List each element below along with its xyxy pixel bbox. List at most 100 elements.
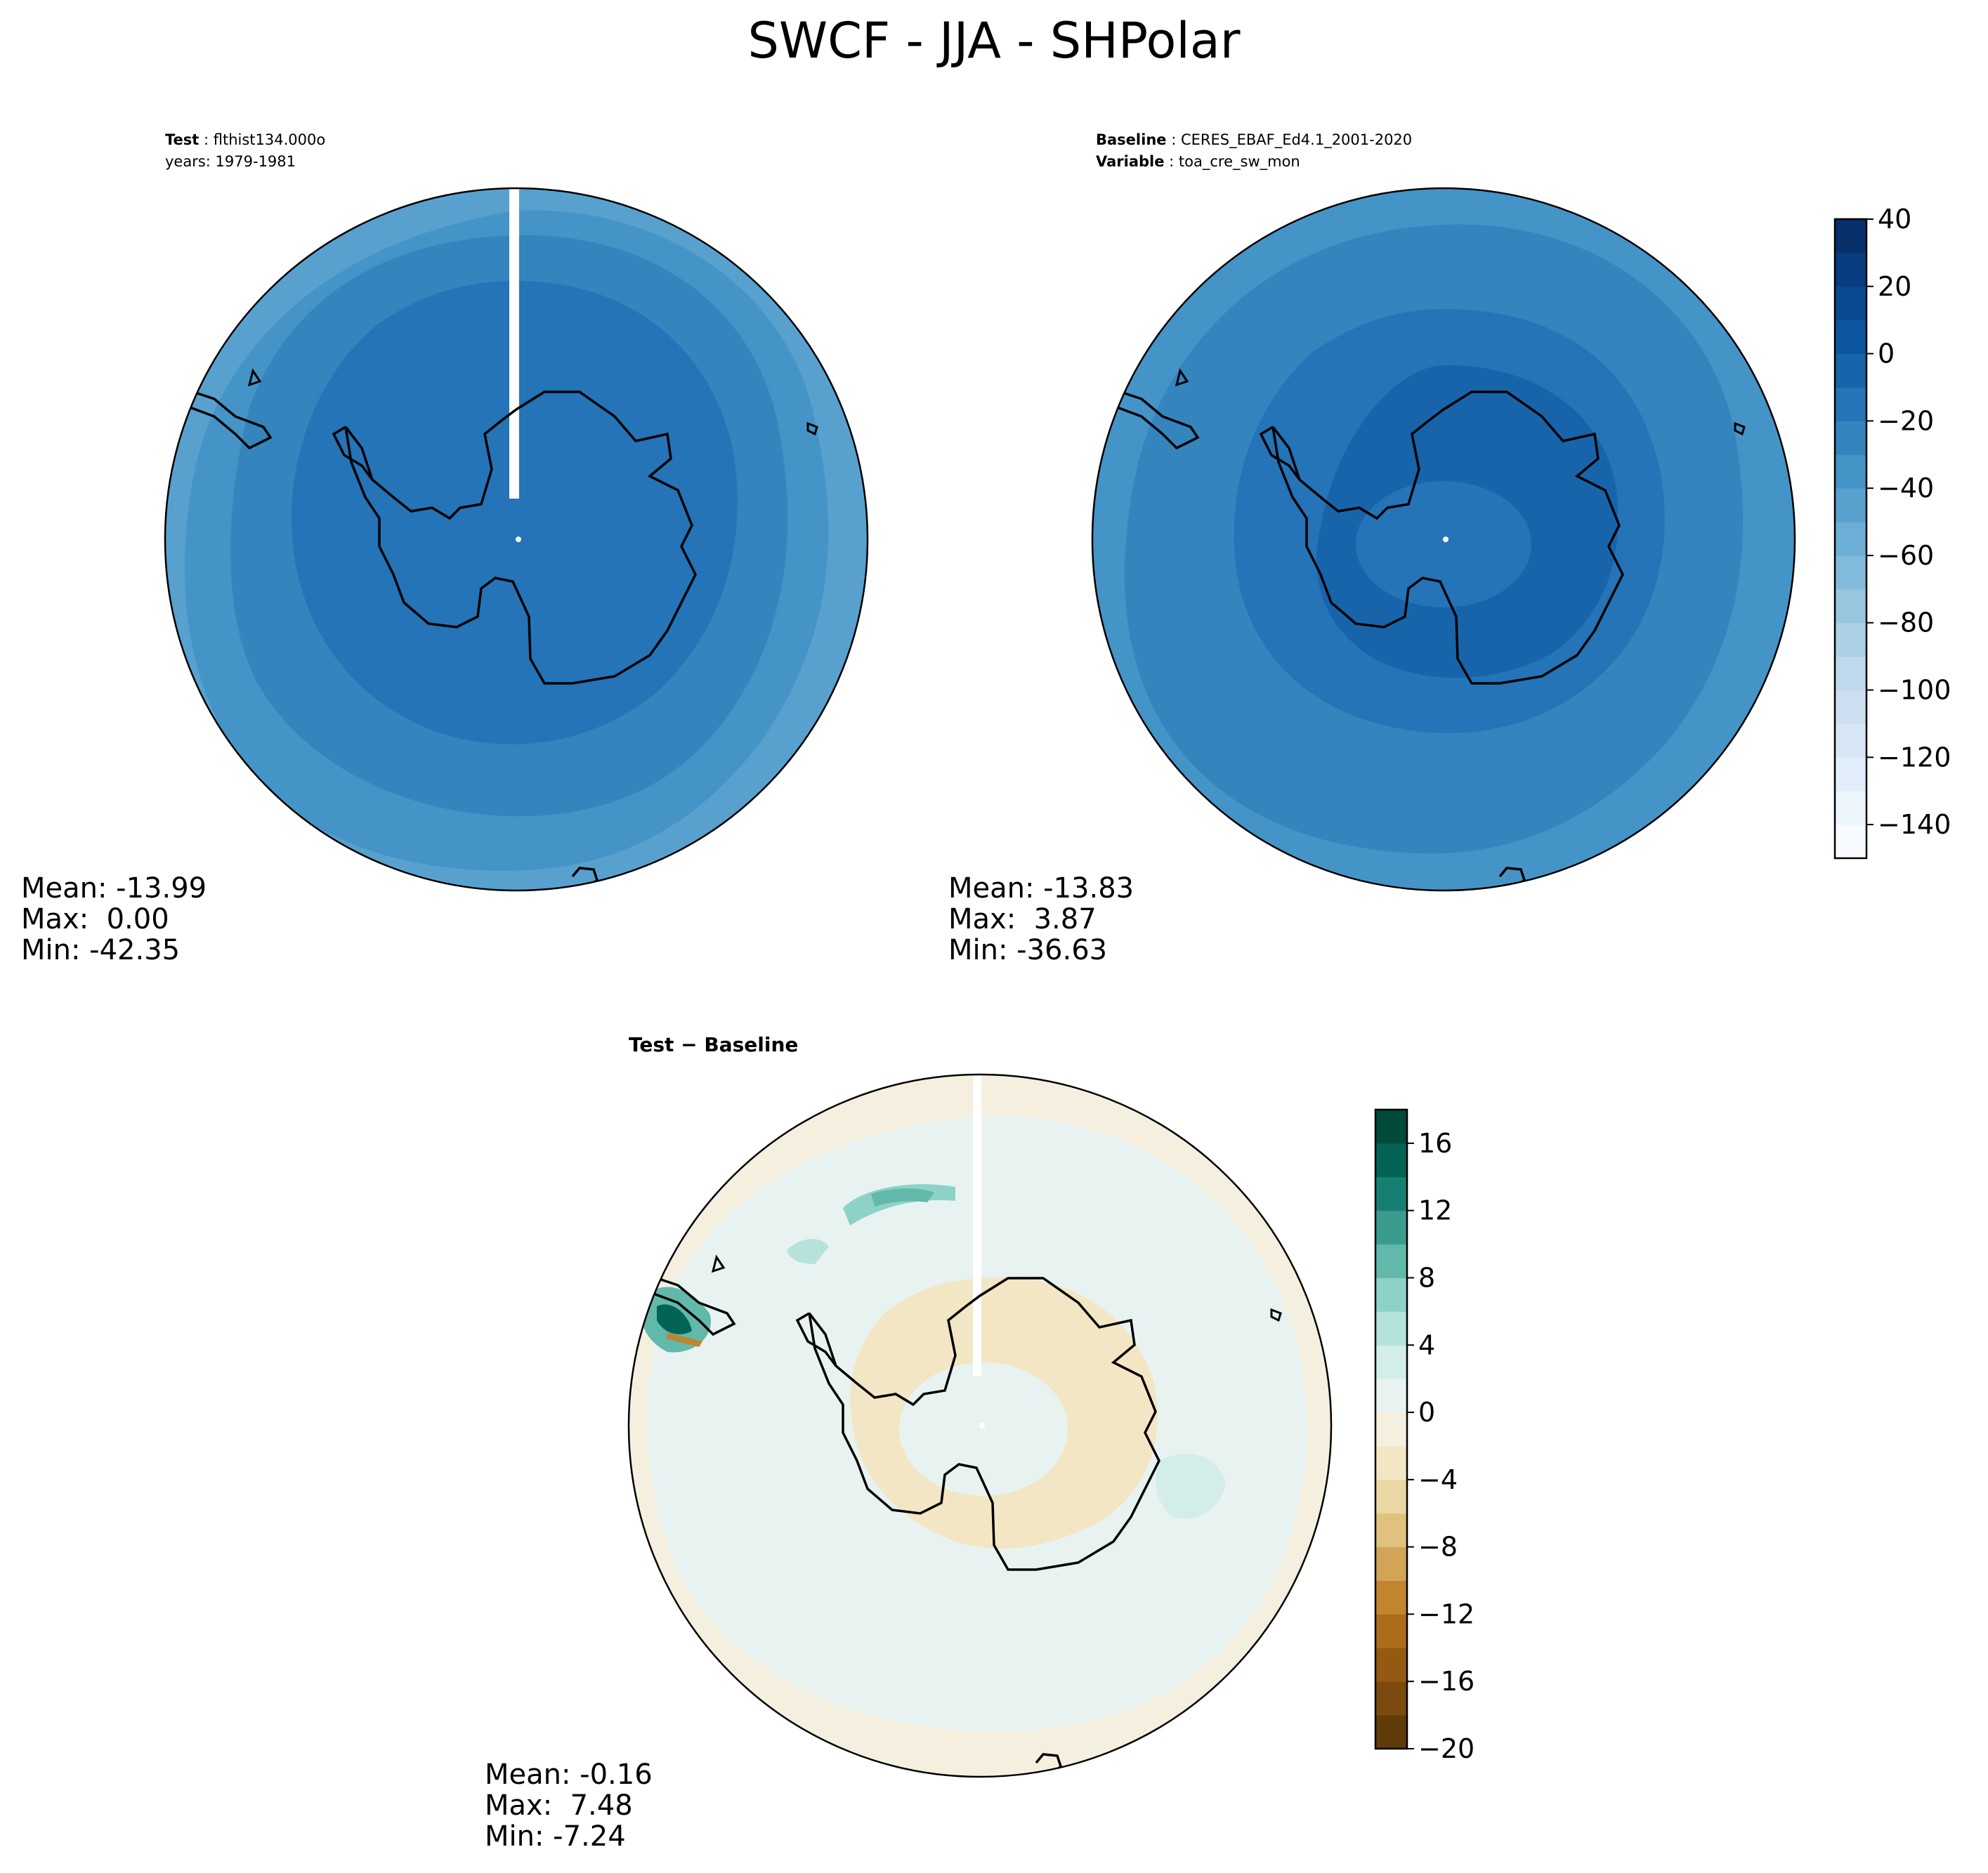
colorbar-diff-tick-label: −12 xyxy=(1418,1598,1474,1629)
baseline-map xyxy=(1092,188,1795,891)
baseline-variable: Variable : toa_cre_sw_mon xyxy=(1096,153,1300,171)
diff-pole-marker xyxy=(979,1423,985,1428)
colorbar-diff-swatch xyxy=(1375,1345,1407,1379)
colorbar-diff-tick-label: −20 xyxy=(1418,1733,1474,1764)
diff-map-frame xyxy=(627,1073,1333,1778)
test-max: Max: 0.00 xyxy=(21,903,169,935)
diff-field-positive-patch-east xyxy=(1156,1454,1226,1519)
colorbar-top-swatch xyxy=(1835,320,1866,355)
test-map-frame xyxy=(164,187,869,892)
diff-field-pole xyxy=(899,1362,1068,1496)
colorbar-diff-swatch xyxy=(1375,1311,1407,1346)
colorbar-diff-swatch xyxy=(1375,1445,1407,1480)
test-panel: Test : flthist134.000o years: 1979-1981 … xyxy=(21,131,869,966)
colorbar-diff-tick-label: −16 xyxy=(1418,1666,1474,1697)
colorbar-top-swatch xyxy=(1835,387,1866,421)
colorbar-diff-swatch xyxy=(1375,1244,1407,1278)
baseline-variable-name: toa_cre_sw_mon xyxy=(1179,153,1300,171)
colorbar-diff-swatch xyxy=(1375,1176,1407,1211)
colorbar-top-tick-label: −140 xyxy=(1878,809,1951,840)
colorbar-diff-swatch xyxy=(1375,1479,1407,1514)
figure-title: SWCF - JJA - SHPolar xyxy=(748,12,1241,70)
baseline-min: Min: -36.63 xyxy=(948,934,1107,966)
test-label-sep: : xyxy=(199,131,213,148)
colorbar-diff-swatch xyxy=(1375,1580,1407,1615)
diff-field-positive-band-2 xyxy=(871,1188,934,1207)
baseline-label-key: Baseline xyxy=(1096,131,1167,148)
colorbar-top-swatch xyxy=(1835,488,1866,523)
baseline-mean: Mean: -13.83 xyxy=(948,872,1134,905)
colorbar-diff-tick-label: −4 xyxy=(1418,1464,1458,1495)
baseline-variable-sep: : xyxy=(1164,153,1178,170)
colorbar-top-swatch xyxy=(1835,421,1866,455)
baseline-max: Max: 3.87 xyxy=(948,903,1097,935)
colorbar-diff-tick-label: 4 xyxy=(1418,1329,1435,1360)
test-map xyxy=(165,188,868,891)
colorbar-diff-tick-label: 0 xyxy=(1418,1397,1435,1428)
colorbar-diff-swatch xyxy=(1375,1143,1407,1178)
test-label-key: Test xyxy=(165,131,199,148)
colorbar-top-tick-label: 20 xyxy=(1878,271,1911,302)
diff-mean: Mean: -0.16 xyxy=(485,1759,653,1791)
baseline-name: CERES_EBAF_Ed4.1_2001-2020 xyxy=(1181,131,1412,149)
diff-field-peninsula-min xyxy=(666,1333,702,1347)
baseline-label: Baseline : CERES_EBAF_Ed4.1_2001-2020 xyxy=(1096,131,1412,149)
colorbar-top-swatch xyxy=(1835,656,1866,691)
colorbar-diff-swatch xyxy=(1375,1379,1407,1413)
colorbar-top-swatch xyxy=(1835,454,1866,489)
diff-panel: Test − Baseline Mean xyxy=(485,1033,1333,1853)
colorbar-top: 40 20 0 −20 −40 −60 −80 −100 −120 −140 xyxy=(1833,204,1951,860)
colorbar-top-tick-label: 40 xyxy=(1878,204,1911,235)
colorbar-top-swatch xyxy=(1835,622,1866,657)
colorbar-top-swatch xyxy=(1835,522,1866,556)
colorbar-top-tick-label: −20 xyxy=(1878,405,1934,436)
colorbar-diff-swatch xyxy=(1375,1648,1407,1682)
colorbar-diff-ticks: 16 12 8 4 0 −4 −8 −12 −16 −20 xyxy=(1407,1128,1474,1764)
colorbar-diff-fills xyxy=(1375,1110,1407,1749)
colorbar-diff-swatch xyxy=(1375,1110,1407,1144)
test-label: Test : flthist134.000o xyxy=(165,131,325,148)
colorbar-diff-tick-label: 8 xyxy=(1418,1262,1435,1293)
colorbar-top-swatch xyxy=(1835,757,1866,791)
diff-field-peninsula-max xyxy=(657,1304,692,1334)
diff-field-positive-patch xyxy=(787,1239,829,1264)
colorbar-top-swatch xyxy=(1835,219,1866,254)
baseline-pole-marker xyxy=(1443,537,1449,542)
colorbar-diff-tick-label: −8 xyxy=(1418,1532,1458,1563)
colorbar-top-fills xyxy=(1835,219,1866,859)
colorbar-top-tick-label: −60 xyxy=(1878,540,1934,571)
colorbar-top-swatch xyxy=(1835,824,1866,859)
test-name: flthist134.000o xyxy=(214,131,325,148)
test-mean: Mean: -13.99 xyxy=(21,872,207,905)
baseline-panel: Baseline : CERES_EBAF_Ed4.1_2001-2020 Va… xyxy=(948,131,1796,966)
diff-title: Test − Baseline xyxy=(629,1033,798,1056)
baseline-variable-key: Variable xyxy=(1096,153,1164,170)
diff-map xyxy=(629,1074,1331,1777)
colorbar-diff-swatch xyxy=(1375,1715,1407,1749)
test-pole-marker xyxy=(516,537,521,542)
colorbar-diff-swatch xyxy=(1375,1412,1407,1447)
colorbar-diff-frame xyxy=(1374,1108,1408,1750)
colorbar-top-swatch xyxy=(1835,589,1866,624)
diff-min: Min: -7.24 xyxy=(485,1820,626,1853)
colorbar-top-tick-label: −100 xyxy=(1878,675,1951,706)
colorbar-diff-swatch xyxy=(1375,1614,1407,1648)
colorbar-diff-swatch xyxy=(1375,1210,1407,1245)
baseline-label-sep: : xyxy=(1167,131,1181,148)
colorbar-top-swatch xyxy=(1835,723,1866,758)
baseline-map-frame xyxy=(1091,187,1796,892)
test-min: Min: -42.35 xyxy=(21,934,180,966)
colorbar-diff-swatch xyxy=(1375,1277,1407,1312)
diff-max: Max: 7.48 xyxy=(485,1789,633,1822)
test-field-ring-4 xyxy=(292,281,738,744)
test-years: years: 1979-1981 xyxy=(165,153,296,170)
colorbar-diff-swatch xyxy=(1375,1681,1407,1716)
colorbar-top-swatch xyxy=(1835,791,1866,825)
colorbar-top-ticks: 40 20 0 −20 −40 −60 −80 −100 −120 −140 xyxy=(1866,204,1951,840)
colorbar-top-frame xyxy=(1833,218,1868,860)
colorbar-top-swatch xyxy=(1835,286,1866,321)
colorbar-top-tick-label: −40 xyxy=(1878,473,1934,504)
colorbar-top-tick-label: 0 xyxy=(1878,339,1895,369)
colorbar-top-swatch xyxy=(1835,555,1866,590)
